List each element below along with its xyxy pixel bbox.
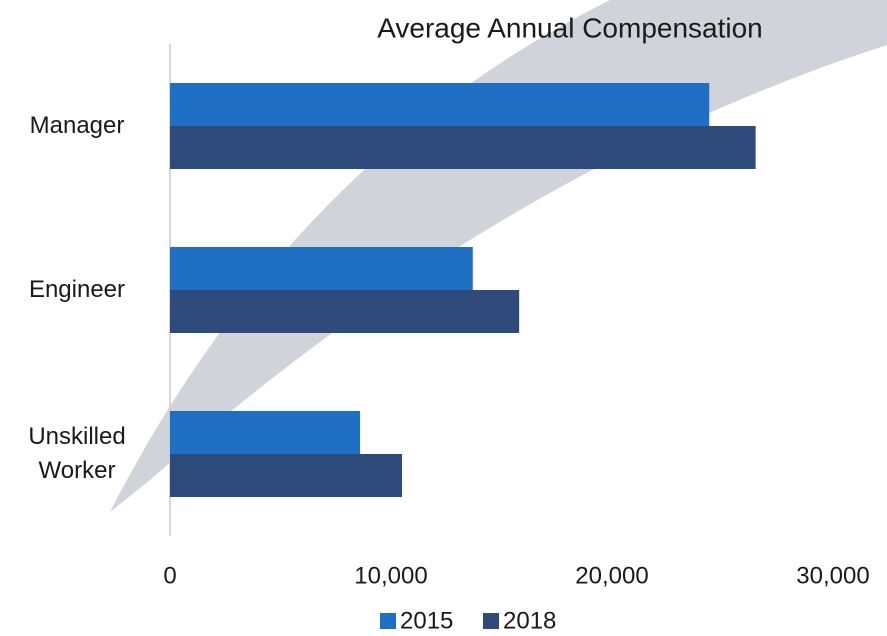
bar xyxy=(170,290,520,333)
x-tick-label: 20,000 xyxy=(575,562,648,589)
x-tick-label: 30,000 xyxy=(796,562,869,589)
legend-swatch xyxy=(380,613,396,629)
y-tick-label: Engineer xyxy=(28,276,126,303)
legend-label: 2015 xyxy=(400,607,453,634)
chart-title: Average Annual Compensation xyxy=(377,12,763,43)
x-tick-label: 0 xyxy=(163,562,176,589)
y-tick-label: Manager xyxy=(29,112,125,139)
bar xyxy=(170,411,361,454)
x-tick-label: 10,000 xyxy=(354,562,427,589)
legend-label: 2018 xyxy=(503,607,556,634)
bar xyxy=(170,454,403,497)
bar xyxy=(170,247,473,290)
bar xyxy=(170,126,756,169)
legend-swatch xyxy=(483,613,499,629)
y-tick-label: Unskilled Worker xyxy=(28,423,126,484)
bar xyxy=(170,83,710,126)
